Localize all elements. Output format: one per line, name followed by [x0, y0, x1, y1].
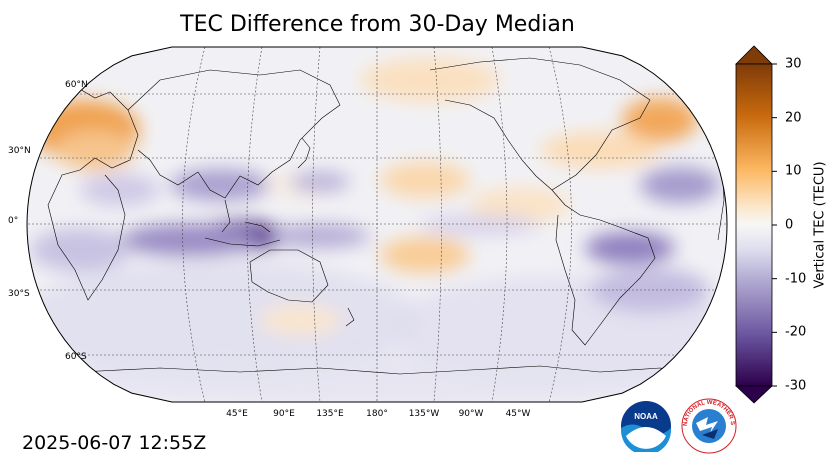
colorbar-tick-0: 0 — [785, 217, 794, 233]
colorbar-extend-bottom — [734, 385, 774, 404]
lat-label-equator: 0° — [8, 216, 19, 226]
noaa-logo: NOAA — [621, 401, 671, 452]
colorbar-tick-10: 10 — [785, 163, 802, 179]
colorbar-tick-30: 30 — [785, 56, 802, 72]
colorbar — [734, 45, 777, 404]
noaa-logo-text: NOAA — [634, 412, 658, 421]
chart-title: TEC Difference from 30-Day Median — [180, 12, 575, 37]
lon-label-90e: 90°E — [273, 409, 295, 419]
colorbar-extend-top — [735, 45, 773, 65]
colorbar-tick-minus20: -20 — [785, 324, 807, 340]
colorbar-label: Vertical TEC (TECU) — [812, 161, 828, 289]
lon-label-45e: 45°E — [226, 409, 248, 419]
lat-label-60n: 60°N — [65, 80, 88, 90]
timestamp: 2025-06-07 12:55Z — [22, 432, 207, 454]
colorbar-gradient — [735, 63, 773, 387]
lat-label-30n: 30°N — [8, 146, 31, 156]
lon-label-90w: 90°W — [458, 409, 484, 419]
lon-label-135e: 135°E — [316, 409, 344, 419]
colorbar-tick-20: 20 — [785, 110, 802, 126]
coastlines — [47, 57, 725, 375]
lon-label-135w: 135°W — [408, 409, 440, 419]
nws-logo: NATIONAL WEATHER SERVICE — [680, 397, 737, 454]
lat-label-30s: 30°S — [8, 289, 30, 299]
lon-label-45w: 45°W — [505, 409, 531, 419]
tec-field — [27, 47, 727, 402]
lat-label-60s: 60°S — [65, 352, 87, 362]
map-boundary — [26, 46, 728, 403]
colorbar-tick-minus30: -30 — [785, 378, 807, 394]
graticule — [27, 47, 727, 402]
lon-label-180: 180° — [366, 409, 388, 419]
colorbar-tick-minus10: -10 — [785, 271, 807, 287]
